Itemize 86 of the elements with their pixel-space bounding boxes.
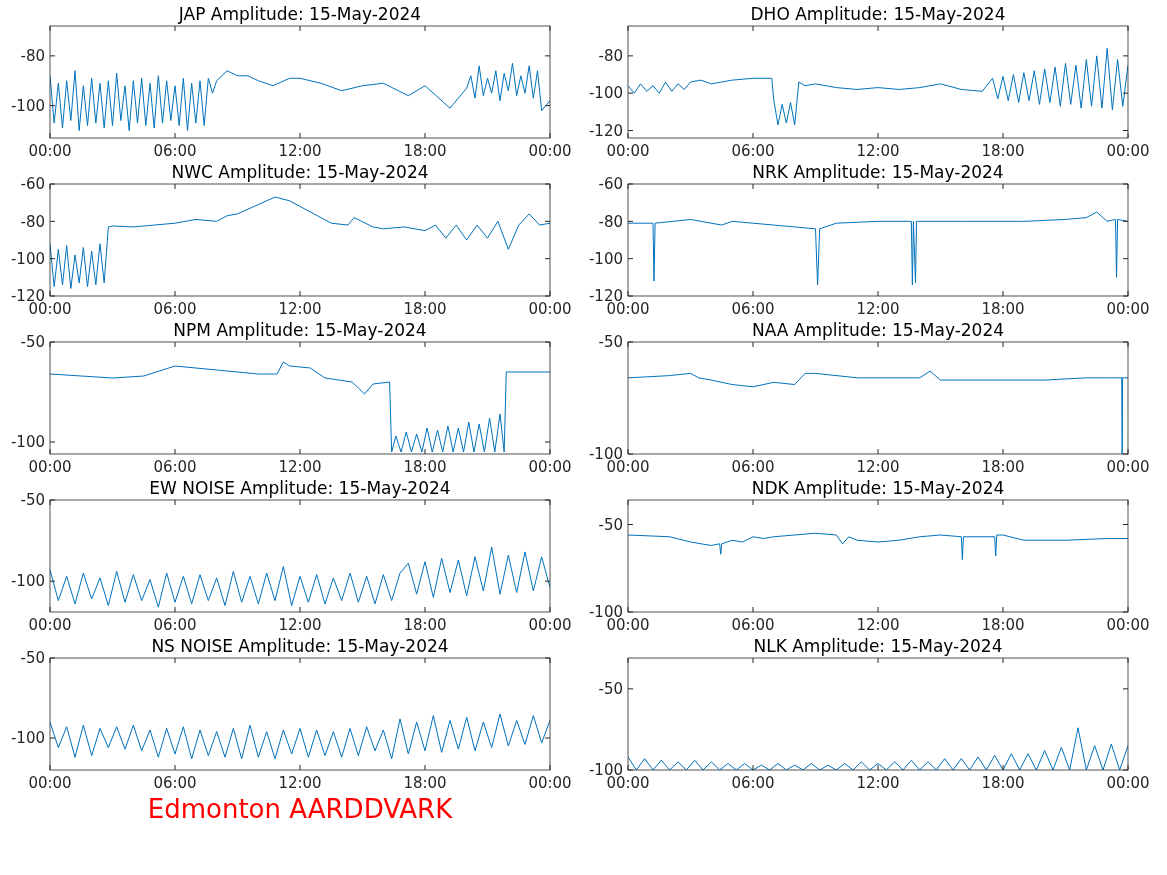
chart-title: NAA Amplitude: 15-May-2024 — [751, 320, 1005, 340]
y-tick-label: -80 — [598, 212, 623, 231]
chart-title: DHO Amplitude: 15-May-2024 — [750, 4, 1006, 24]
text: Edmonton AARDDVARK — [147, 794, 454, 824]
x-tick-label: 00:00 — [606, 142, 650, 160]
x-tick-label: 00:00 — [1106, 458, 1150, 476]
x-tick-label: 18:00 — [403, 300, 447, 318]
x-tick-label: 06:00 — [153, 616, 197, 634]
chart-title: NLK Amplitude: 15-May-2024 — [753, 636, 1003, 656]
x-tick-label: 00:00 — [528, 774, 572, 792]
chart-title: NRK Amplitude: 15-May-2024 — [752, 162, 1004, 182]
x-tick-label: 00:00 — [28, 458, 72, 476]
x-tick-label: 00:00 — [1106, 616, 1150, 634]
line-series — [628, 727, 1128, 770]
y-tick-label: -100 — [10, 433, 45, 452]
y-tick-label: -50 — [598, 515, 623, 534]
x-tick-label: 12:00 — [278, 300, 322, 318]
x-tick-label: 06:00 — [153, 142, 197, 160]
x-tick-label: 00:00 — [1106, 774, 1150, 792]
x-tick-label: 00:00 — [28, 616, 72, 634]
y-tick-label: -100 — [10, 249, 45, 268]
y-tick-label: -50 — [598, 680, 623, 699]
chart-title: NDK Amplitude: 15-May-2024 — [751, 478, 1005, 498]
x-tick-label: 00:00 — [528, 616, 572, 634]
x-tick-label: 18:00 — [981, 300, 1025, 318]
x-tick-label: 00:00 — [528, 142, 572, 160]
x-tick-label: 12:00 — [278, 774, 322, 792]
x-tick-label: 06:00 — [731, 142, 775, 160]
x-tick-label: 12:00 — [856, 142, 900, 160]
x-tick-label: 06:00 — [731, 458, 775, 476]
line-series — [50, 361, 550, 453]
x-tick-label: 18:00 — [981, 458, 1025, 476]
y-tick-label: -100 — [10, 729, 45, 748]
x-tick-label: 00:00 — [1106, 142, 1150, 160]
x-tick-label: 12:00 — [278, 616, 322, 634]
x-tick-label: 06:00 — [153, 774, 197, 792]
x-tick-label: 06:00 — [153, 458, 197, 476]
chart-title: NWC Amplitude: 15-May-2024 — [171, 162, 429, 182]
y-tick-label: -100 — [588, 249, 623, 268]
line-series — [50, 546, 550, 608]
y-tick-label: -100 — [10, 96, 45, 115]
line-series — [628, 532, 1128, 560]
y-tick-label: -60 — [598, 175, 623, 194]
y-tick-label: -80 — [598, 47, 623, 66]
line-series — [628, 47, 1128, 126]
line-series — [50, 196, 550, 290]
x-tick-label: 12:00 — [278, 142, 322, 160]
y-tick-label: -100 — [10, 572, 45, 591]
line-series — [628, 211, 1128, 286]
chart-title: NS NOISE Amplitude: 15-May-2024 — [151, 636, 449, 656]
x-tick-label: 00:00 — [528, 458, 572, 476]
x-tick-label: 12:00 — [856, 458, 900, 476]
x-tick-label: 06:00 — [731, 616, 775, 634]
line-series — [628, 370, 1128, 454]
x-tick-label: 12:00 — [278, 458, 322, 476]
x-tick-label: 00:00 — [28, 142, 72, 160]
line-series — [50, 713, 550, 760]
x-tick-label: 18:00 — [981, 774, 1025, 792]
y-tick-label: -120 — [588, 121, 623, 140]
y-tick-label: -50 — [20, 649, 45, 668]
x-tick-label: 12:00 — [856, 774, 900, 792]
x-tick-label: 18:00 — [981, 616, 1025, 634]
y-tick-label: -50 — [598, 333, 623, 352]
x-tick-label: 18:00 — [981, 142, 1025, 160]
x-tick-label: 18:00 — [403, 774, 447, 792]
x-tick-label: 18:00 — [403, 142, 447, 160]
x-tick-label: 00:00 — [528, 300, 572, 318]
y-tick-label: -80 — [20, 212, 45, 231]
chart-title: JAP Amplitude: 15-May-2024 — [177, 4, 422, 24]
x-tick-label: 00:00 — [28, 774, 72, 792]
x-tick-label: 12:00 — [856, 300, 900, 318]
line-series — [50, 62, 550, 132]
y-tick-label: -80 — [20, 47, 45, 66]
x-tick-label: 06:00 — [731, 300, 775, 318]
y-tick-label: -60 — [20, 175, 45, 194]
chart-title: NPM Amplitude: 15-May-2024 — [173, 320, 427, 340]
x-tick-label: 00:00 — [1106, 300, 1150, 318]
x-tick-label: 12:00 — [856, 616, 900, 634]
chart-title: EW NOISE Amplitude: 15-May-2024 — [149, 478, 451, 498]
y-tick-label: -50 — [20, 491, 45, 510]
y-tick-label: -100 — [588, 84, 623, 103]
x-tick-label: 18:00 — [403, 616, 447, 634]
y-tick-label: -50 — [20, 333, 45, 352]
x-tick-label: 06:00 — [731, 774, 775, 792]
x-tick-label: 06:00 — [153, 300, 197, 318]
x-tick-label: 18:00 — [403, 458, 447, 476]
